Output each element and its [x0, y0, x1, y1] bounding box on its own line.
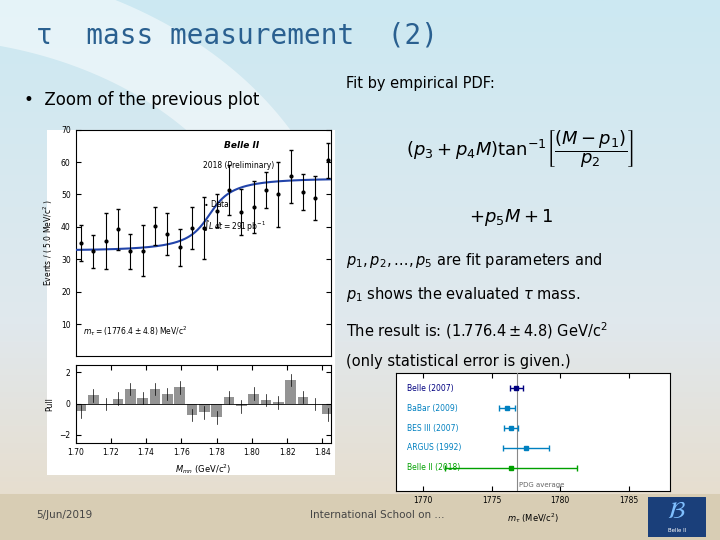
- Text: τ  mass measurement  (2): τ mass measurement (2): [36, 22, 438, 50]
- Text: $p_1, p_2, \ldots, p_5$ are fit parameters and: $p_1, p_2, \ldots, p_5$ are fit paramete…: [346, 251, 602, 270]
- Text: $\int L\,dt = 291\,\mathrm{pb}^{-1}$: $\int L\,dt = 291\,\mathrm{pb}^{-1}$: [203, 218, 266, 233]
- X-axis label: $M_{mn}$ (GeV/c$^2$): $M_{mn}$ (GeV/c$^2$): [175, 462, 232, 476]
- Bar: [162, 394, 173, 404]
- Bar: [199, 404, 210, 413]
- Bar: [248, 394, 259, 404]
- Bar: [261, 400, 271, 404]
- Bar: [297, 397, 308, 404]
- Bar: [273, 402, 284, 404]
- Y-axis label: Pull: Pull: [45, 397, 54, 410]
- Text: The result is: $(1.776.4 \pm 4.8)$ GeV/c$^2$: The result is: $(1.776.4 \pm 4.8)$ GeV/c…: [346, 320, 608, 341]
- Bar: [76, 404, 86, 411]
- Text: BaBar (2009): BaBar (2009): [407, 404, 458, 413]
- Bar: [150, 389, 161, 404]
- Bar: [212, 404, 222, 417]
- Text: PDG average: PDG average: [519, 482, 564, 488]
- Text: BES III (2007): BES III (2007): [407, 423, 459, 433]
- Text: 2018 (Preliminary): 2018 (Preliminary): [203, 161, 274, 170]
- Bar: [285, 380, 296, 404]
- Text: International School on ...: International School on ...: [310, 510, 444, 520]
- Bar: [88, 395, 99, 404]
- Text: Belle II (2018): Belle II (2018): [407, 463, 460, 472]
- Text: $p_1$ shows the evaluated $\tau$ mass.: $p_1$ shows the evaluated $\tau$ mass.: [346, 286, 580, 305]
- Bar: [323, 404, 333, 414]
- Text: •  Zoom of the previous plot: • Zoom of the previous plot: [24, 91, 260, 109]
- Text: ARGUS (1992): ARGUS (1992): [407, 443, 462, 453]
- Text: $+p_5 M + 1$: $+p_5 M + 1$: [469, 207, 554, 228]
- Bar: [236, 404, 246, 406]
- Bar: [112, 399, 123, 404]
- Text: $\mathcal{B}$: $\mathcal{B}$: [667, 499, 686, 523]
- Text: Belle (2007): Belle (2007): [407, 384, 454, 393]
- X-axis label: $m_\tau$ (MeV/c$^2$): $m_\tau$ (MeV/c$^2$): [507, 511, 559, 525]
- Y-axis label: Events / ( 5.0 MeV/c$^2$ ): Events / ( 5.0 MeV/c$^2$ ): [42, 200, 55, 286]
- Bar: [174, 387, 185, 404]
- Text: Belle II: Belle II: [224, 141, 259, 150]
- Text: $m_\tau = (1776.4 \pm 4.8)$ MeV/c$^2$: $m_\tau = (1776.4 \pm 4.8)$ MeV/c$^2$: [84, 325, 188, 338]
- FancyBboxPatch shape: [647, 496, 706, 538]
- Text: Fit by empirical PDF:: Fit by empirical PDF:: [346, 76, 495, 91]
- Text: 5/Jun/2019: 5/Jun/2019: [36, 510, 92, 520]
- Text: Belle II: Belle II: [667, 528, 686, 532]
- Text: $\bullet$ Data: $\bullet$ Data: [203, 198, 230, 208]
- Text: (only statistical error is given.): (only statistical error is given.): [346, 354, 570, 369]
- Bar: [125, 389, 135, 404]
- Bar: [186, 404, 197, 415]
- Text: $(p_3 + p_4M)\tan^{-1}\!\left[\dfrac{(M - p_1)}{p_2}\right]$: $(p_3 + p_4M)\tan^{-1}\!\left[\dfrac{(M …: [406, 129, 634, 171]
- Bar: [224, 397, 234, 404]
- Bar: [138, 398, 148, 404]
